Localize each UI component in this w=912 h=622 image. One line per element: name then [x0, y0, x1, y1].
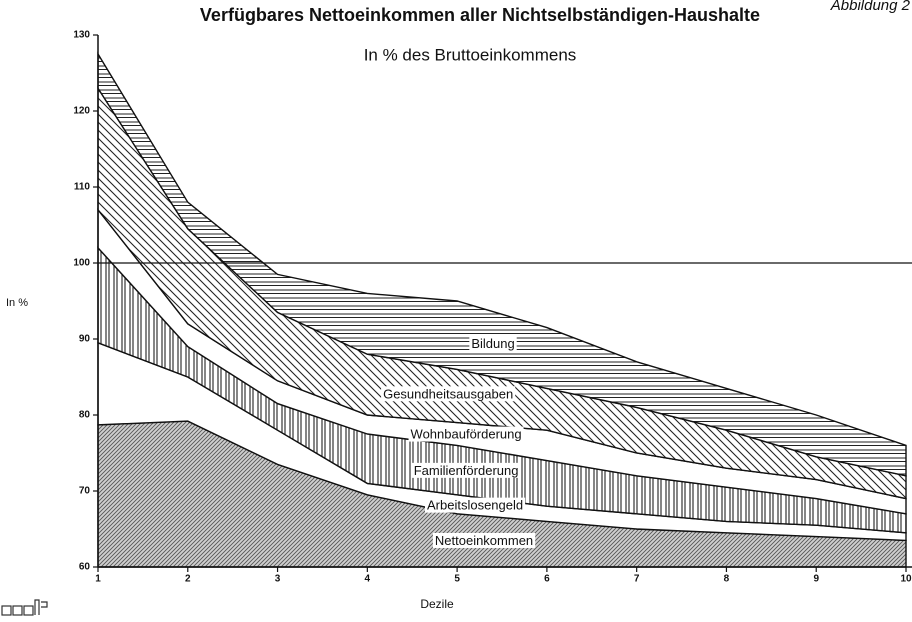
x-axis-label: Dezile: [420, 597, 454, 611]
x-tick-label: 6: [544, 574, 550, 585]
x-tick-label: 7: [634, 574, 640, 585]
series-label-box: [411, 462, 521, 478]
x-tick-label: 3: [275, 574, 281, 585]
y-tick-label: 120: [73, 106, 90, 117]
series-label: Familienförderung: [414, 463, 519, 478]
series-label-box: [432, 532, 536, 548]
series-label: Gesundheitsausgaben: [383, 386, 513, 401]
y-tick-label: 110: [74, 182, 91, 193]
series-label-box: [425, 497, 526, 513]
series-label: Bildung: [471, 336, 514, 351]
x-tick-label: 9: [813, 574, 819, 585]
y-tick-label: 100: [73, 258, 90, 269]
chart-subtitle: In % des Bruttoeinkommens: [364, 45, 577, 64]
series-label-box: [469, 335, 517, 351]
y-axis-label: In %: [6, 297, 28, 309]
y-tick-label: 80: [79, 410, 91, 421]
x-tick-label: 5: [454, 574, 460, 585]
x-tick-label: 8: [724, 574, 730, 585]
chart-title: Verfügbares Nettoeinkommen aller Nichtse…: [200, 5, 760, 25]
series-label-box: [408, 426, 524, 442]
y-tick-label: 130: [73, 30, 90, 41]
series-label: Wohnbauförderung: [411, 427, 522, 442]
x-tick-label: 4: [365, 574, 371, 585]
x-tick-label: 1: [95, 574, 101, 585]
x-tick-label: 2: [185, 574, 191, 585]
figure-number: Abbildung 2: [830, 0, 911, 14]
y-tick-label: 70: [79, 486, 91, 497]
series-label-box: [381, 386, 516, 402]
logo: [1, 599, 48, 616]
y-tick-label: 60: [79, 562, 91, 573]
series-label: Arbeitslosengeld: [427, 498, 523, 513]
y-tick-label: 90: [79, 334, 91, 345]
series-label: Nettoeinkommen: [435, 533, 533, 548]
x-tick-label: 10: [900, 574, 912, 585]
area: [97, 51, 907, 477]
